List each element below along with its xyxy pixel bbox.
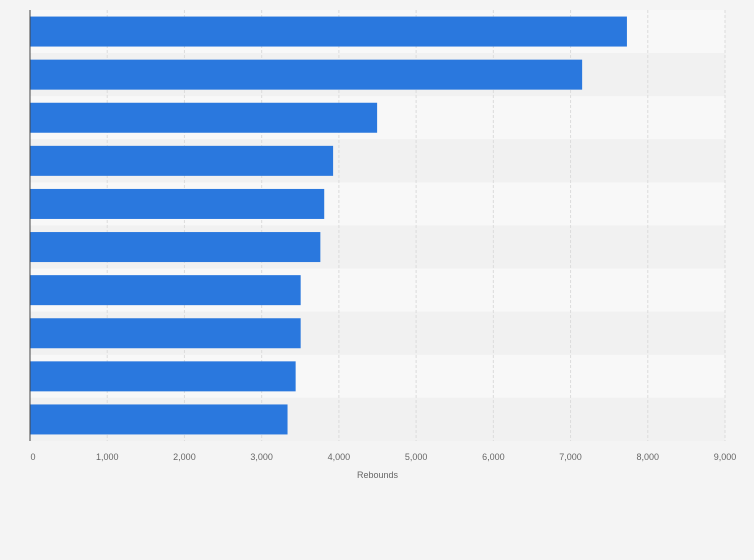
bar[interactable] [30,275,301,306]
bars [30,16,627,435]
x-tick-label: 9,000 [714,452,737,462]
x-tick-label: 1,000 [96,452,119,462]
x-tick-label: 2,000 [173,452,196,462]
bar[interactable] [30,361,296,392]
bar[interactable] [30,145,334,176]
x-tick-label: 4,000 [328,452,351,462]
bar[interactable] [30,232,321,263]
x-axis-ticks: 0 1,000 2,000 3,000 4,000 5,000 6,000 7,000 8,00… [30,452,736,462]
bar[interactable] [30,318,301,349]
bar[interactable] [30,404,288,435]
x-tick-label: 3,000 [250,452,273,462]
x-tick-label: 7,000 [559,452,582,462]
x-tick-label: 0 [30,452,35,462]
x-tick-label: 5,000 [405,452,428,462]
x-axis-title: Rebounds [357,470,399,480]
bar[interactable] [30,16,627,47]
bar[interactable] [30,188,325,219]
bar[interactable] [30,59,583,90]
bar[interactable] [30,102,378,133]
x-tick-label: 8,000 [637,452,660,462]
x-tick-label: 6,000 [482,452,505,462]
